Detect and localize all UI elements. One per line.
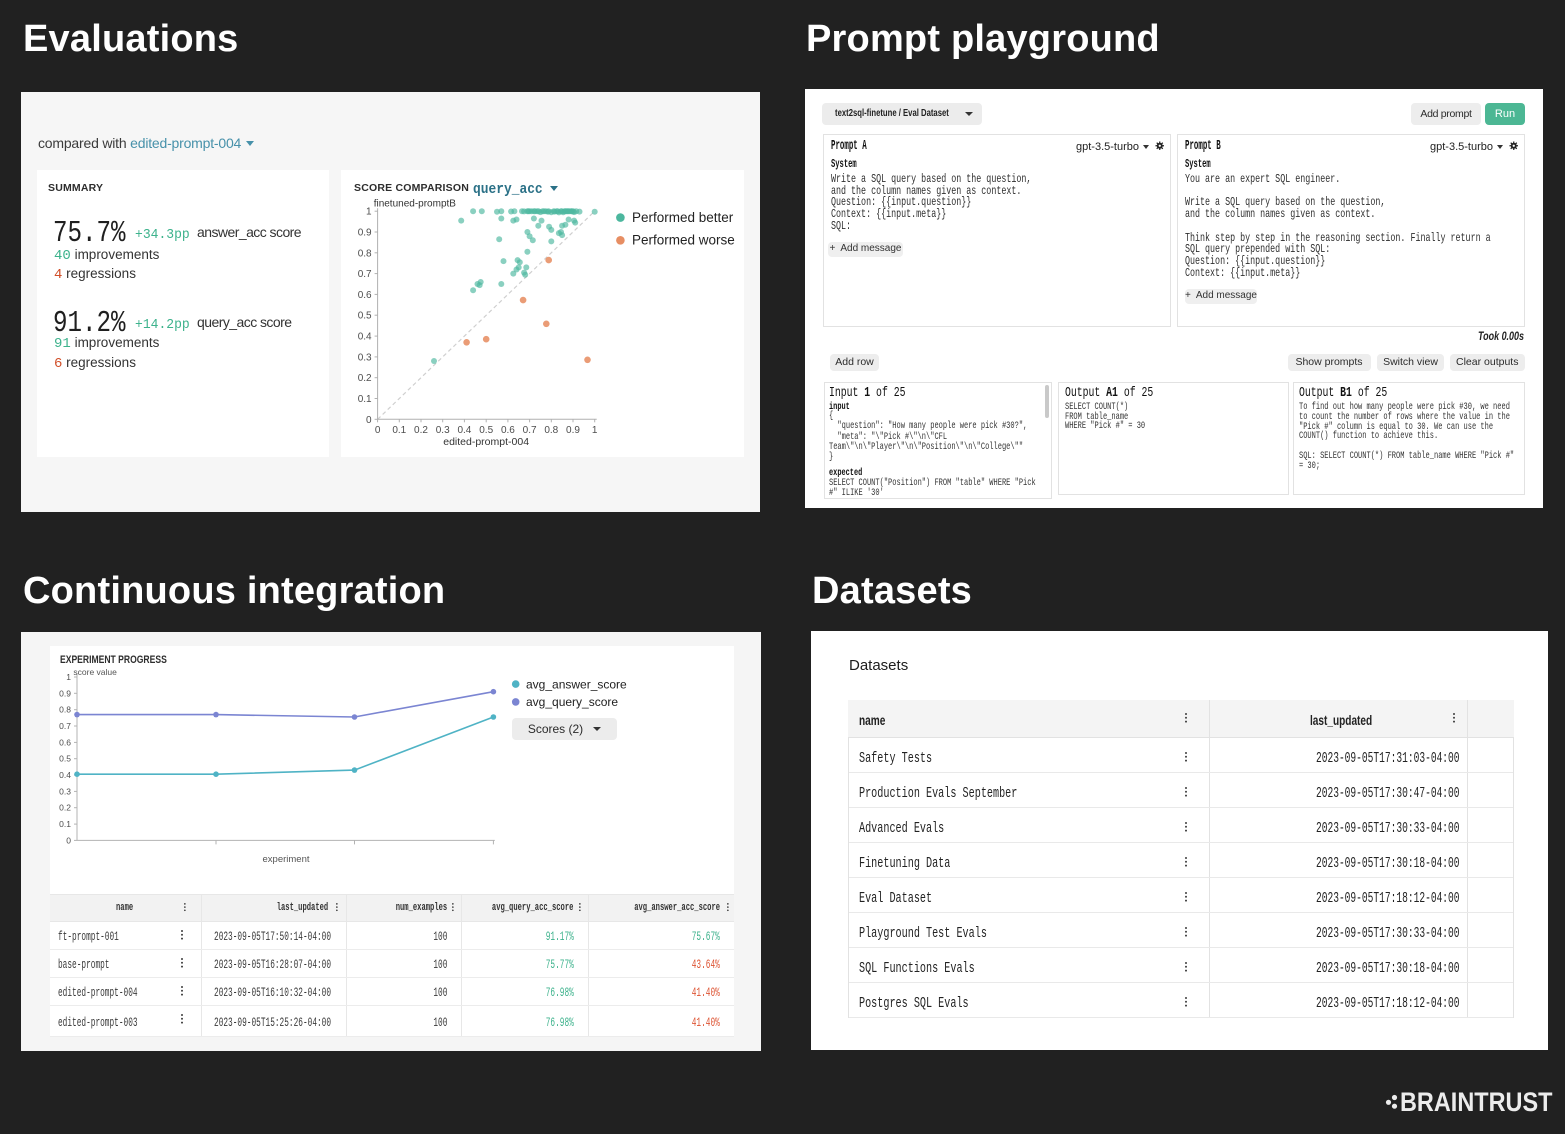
svg-text:avg_answer_score: avg_answer_score — [526, 677, 627, 691]
svg-text:finetuned-promptB: finetuned-promptB — [374, 199, 457, 210]
svg-text:1: 1 — [366, 207, 372, 218]
svg-text:score value: score value — [73, 667, 117, 677]
svg-text:0.4: 0.4 — [358, 332, 372, 343]
svg-text:0.1: 0.1 — [358, 394, 372, 405]
svg-text:0.3: 0.3 — [358, 352, 372, 363]
svg-text:0.8: 0.8 — [59, 705, 71, 715]
svg-text:0.2: 0.2 — [358, 373, 372, 384]
svg-text:edited-prompt-004: edited-prompt-004 — [443, 436, 529, 448]
svg-text:avg_query_score: avg_query_score — [526, 695, 618, 709]
svg-text:0: 0 — [375, 425, 381, 436]
svg-text:0.2: 0.2 — [59, 803, 71, 813]
svg-text:0.8: 0.8 — [358, 248, 372, 259]
svg-text:0.6: 0.6 — [59, 737, 71, 747]
svg-text:Performed better: Performed better — [632, 210, 734, 225]
svg-text:0.7: 0.7 — [523, 425, 537, 436]
svg-text:0.5: 0.5 — [59, 754, 71, 764]
svg-text:0.4: 0.4 — [59, 770, 71, 780]
svg-text:0: 0 — [66, 835, 71, 845]
svg-text:0.9: 0.9 — [358, 228, 372, 239]
svg-text:1: 1 — [592, 425, 598, 436]
svg-text:0.9: 0.9 — [59, 688, 71, 698]
svg-text:0: 0 — [366, 415, 372, 426]
svg-text:0.9: 0.9 — [566, 425, 580, 436]
svg-text:experiment: experiment — [263, 854, 310, 865]
svg-text:0.5: 0.5 — [479, 425, 493, 436]
svg-text:0.3: 0.3 — [59, 786, 71, 796]
svg-text:Performed worse: Performed worse — [632, 233, 735, 248]
svg-text:0.5: 0.5 — [358, 311, 372, 322]
svg-text:1: 1 — [66, 672, 71, 682]
svg-text:0.7: 0.7 — [59, 721, 71, 731]
svg-text:0.1: 0.1 — [59, 819, 71, 829]
svg-text:0.7: 0.7 — [358, 269, 372, 280]
svg-text:0.2: 0.2 — [414, 425, 428, 436]
svg-text:0.1: 0.1 — [392, 425, 406, 436]
svg-text:0.8: 0.8 — [544, 425, 558, 436]
svg-text:0.3: 0.3 — [436, 425, 450, 436]
svg-text:0.4: 0.4 — [457, 425, 471, 436]
svg-text:0.6: 0.6 — [358, 290, 372, 301]
svg-text:0.6: 0.6 — [501, 425, 515, 436]
